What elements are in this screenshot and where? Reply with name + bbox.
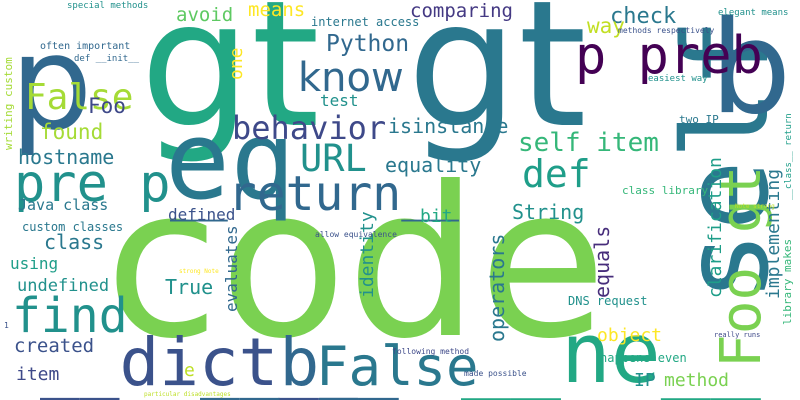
word: special methods bbox=[67, 2, 148, 11]
word: found bbox=[40, 122, 103, 143]
word: URL bbox=[300, 140, 367, 177]
word: bit bbox=[420, 208, 453, 226]
word: easiest way bbox=[648, 75, 708, 84]
word: String bbox=[512, 202, 584, 222]
word: library makes bbox=[782, 239, 793, 325]
word: custom classes bbox=[22, 221, 123, 233]
word: equality bbox=[385, 155, 481, 175]
word: strong Note bbox=[179, 269, 219, 275]
word: object bbox=[597, 327, 662, 345]
word: clarification bbox=[707, 157, 725, 298]
word: one bbox=[228, 47, 246, 80]
word: operators bbox=[487, 234, 507, 342]
word: True bbox=[165, 277, 213, 297]
word: defined bbox=[168, 207, 235, 223]
word: elegant means bbox=[718, 9, 788, 18]
word: def __init__ bbox=[74, 55, 139, 64]
word: hostname bbox=[18, 147, 114, 167]
word: methods respectively bbox=[618, 27, 714, 35]
word: Foo bbox=[88, 96, 126, 117]
word: comparing bbox=[410, 2, 513, 21]
word: undefined bbox=[17, 278, 109, 295]
word: equals bbox=[592, 226, 612, 298]
word: 1 bbox=[4, 322, 9, 330]
word: DNS request bbox=[568, 295, 647, 307]
word: class bbox=[44, 232, 104, 252]
word: really runs bbox=[714, 332, 760, 339]
word: happens even bbox=[600, 352, 687, 364]
word: isinstance bbox=[388, 116, 508, 136]
word: writing custom bbox=[3, 57, 14, 150]
word: def bbox=[522, 155, 591, 193]
word: two IP bbox=[679, 114, 719, 125]
word: internet access bbox=[311, 16, 419, 28]
word: allow equivalence bbox=[315, 231, 397, 239]
word: method bbox=[664, 372, 729, 390]
word: using bbox=[10, 256, 58, 272]
word: Python bbox=[326, 33, 409, 56]
word: e bbox=[184, 362, 195, 380]
word: test bbox=[320, 93, 359, 109]
word: evaluates bbox=[224, 225, 240, 312]
word: avoid bbox=[176, 6, 233, 25]
word: class library bbox=[622, 185, 708, 196]
word: find bbox=[12, 292, 128, 340]
word: __class__ return bbox=[785, 113, 794, 200]
word: IP bbox=[634, 372, 656, 390]
word: particular disadvantages bbox=[144, 392, 231, 398]
word: Java class bbox=[18, 198, 108, 213]
word: made possible bbox=[464, 370, 527, 378]
word: often important bbox=[40, 42, 130, 52]
word: Note strong bbox=[735, 204, 775, 210]
word: identity bbox=[359, 211, 377, 298]
word: self item bbox=[518, 130, 659, 156]
word: means bbox=[248, 1, 305, 20]
word: following method bbox=[392, 348, 469, 356]
word: created bbox=[14, 337, 94, 356]
word: item bbox=[16, 366, 59, 384]
